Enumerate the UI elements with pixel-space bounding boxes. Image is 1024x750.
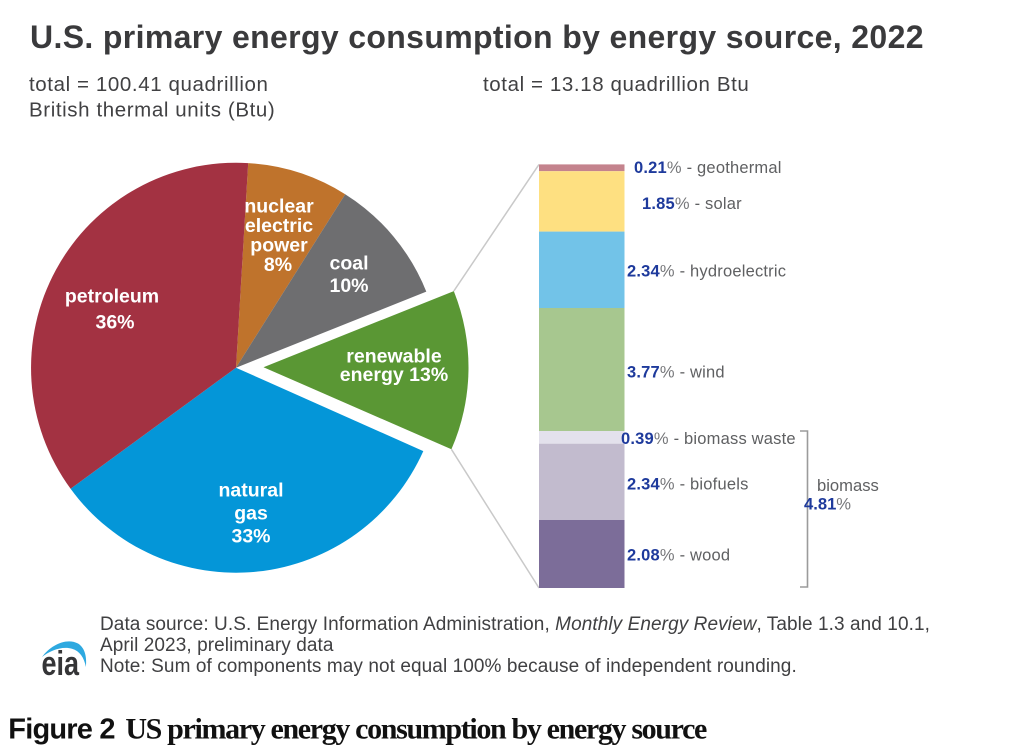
svg-text:8%: 8% [264,254,292,276]
svg-text:Note: Sum of components may no: Note: Sum of components may not equal 10… [100,656,797,677]
svg-text:Data source: U.S. Energy Infor: Data source: U.S. Energy Information Adm… [100,614,930,635]
svg-text:total = 100.41 quadrillion: total = 100.41 quadrillion [29,73,269,96]
svg-text:2.08% - wood: 2.08% - wood [627,547,730,565]
svg-text:0.21% - geothermal: 0.21% - geothermal [634,159,782,177]
svg-text:natural: natural [218,480,283,502]
svg-text:36%: 36% [95,312,134,334]
svg-text:2.34% - biofuels: 2.34% - biofuels [627,476,749,494]
svg-text:biomass: biomass [817,476,879,495]
svg-text:British thermal units (Btu): British thermal units (Btu) [29,99,275,122]
svg-text:petroleum: petroleum [65,286,159,308]
svg-text:coal: coal [329,253,368,275]
svg-text:April 2023, preliminary data: April 2023, preliminary data [100,635,334,656]
svg-text:energy 13%: energy 13% [340,364,448,386]
svg-text:Figure 2 US primary energy con: Figure 2 US primary energy consumption b… [8,713,707,746]
svg-text:4.81%: 4.81% [804,495,851,514]
svg-text:33%: 33% [231,526,270,548]
svg-text:2.34% - hydroelectric: 2.34% - hydroelectric [627,263,786,281]
svg-text:U.S. primary energy consumptio: U.S. primary energy consumption by energ… [30,19,924,55]
svg-text:nuclear: nuclear [244,196,314,218]
svg-text:1.85% - solar: 1.85% - solar [642,195,742,213]
svg-text:total = 13.18 quadrillion Btu: total = 13.18 quadrillion Btu [483,73,749,96]
svg-text:3.77% - wind: 3.77% - wind [627,364,725,382]
svg-text:renewable: renewable [346,346,442,368]
svg-text:eia: eia [42,645,80,683]
svg-text:power: power [250,235,308,257]
svg-text:electric: electric [245,215,313,237]
svg-text:10%: 10% [329,275,368,297]
svg-text:0.39% - biomass waste: 0.39% - biomass waste [621,430,796,448]
svg-text:gas: gas [234,503,268,525]
